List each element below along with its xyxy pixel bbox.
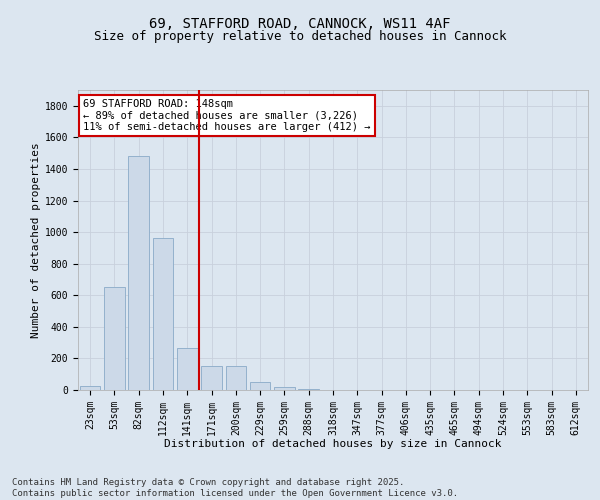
Bar [201,366,222,390]
Bar [128,156,149,390]
Bar [177,348,197,390]
Bar [80,386,100,390]
Text: Size of property relative to detached houses in Cannock: Size of property relative to detached ho… [94,30,506,43]
Bar [274,387,295,390]
Y-axis label: Number of detached properties: Number of detached properties [31,142,41,338]
Bar [152,238,173,390]
Text: 69 STAFFORD ROAD: 148sqm
← 89% of detached houses are smaller (3,226)
11% of sem: 69 STAFFORD ROAD: 148sqm ← 89% of detach… [83,99,371,132]
Text: Contains HM Land Registry data © Crown copyright and database right 2025.
Contai: Contains HM Land Registry data © Crown c… [12,478,458,498]
Text: 69, STAFFORD ROAD, CANNOCK, WS11 4AF: 69, STAFFORD ROAD, CANNOCK, WS11 4AF [149,18,451,32]
Bar [250,382,271,390]
Bar [104,288,125,390]
X-axis label: Distribution of detached houses by size in Cannock: Distribution of detached houses by size … [164,439,502,449]
Bar [298,389,319,390]
Bar [226,366,246,390]
